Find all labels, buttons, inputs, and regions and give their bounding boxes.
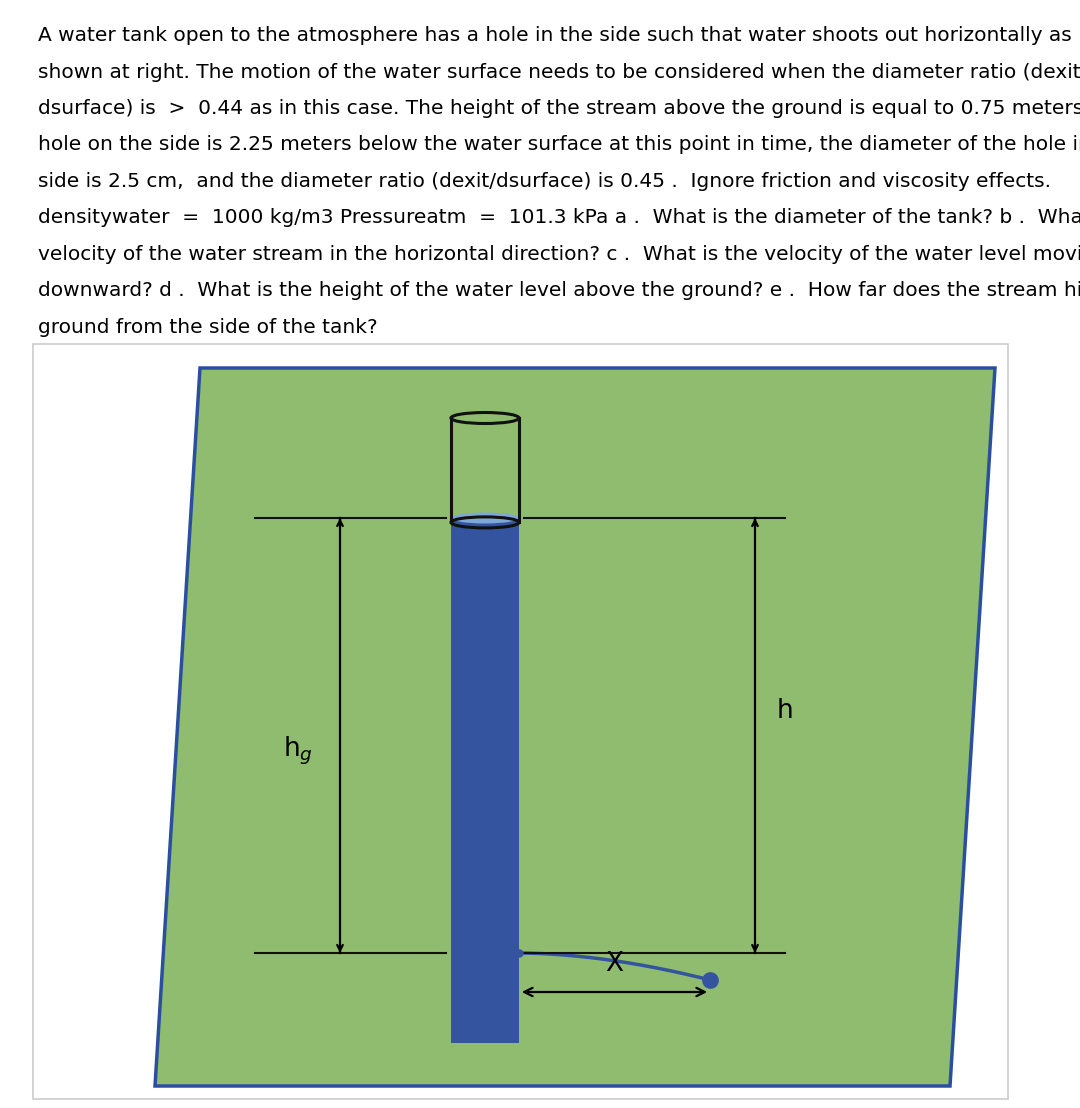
Bar [451, 519, 519, 1043]
Text: hole on the side is 2.25 meters below the water surface at this point in time, t: hole on the side is 2.25 meters below th… [38, 135, 1080, 154]
Text: downward? d .  What is the height of the water level above the ground? e .  How : downward? d . What is the height of the … [38, 281, 1080, 300]
Polygon shape [156, 368, 995, 1086]
Text: ground from the side of the tank?: ground from the side of the tank? [38, 318, 378, 337]
Text: h$_g$: h$_g$ [283, 735, 313, 767]
Text: shown at right. The motion of the water surface needs to be considered when the : shown at right. The motion of the water … [38, 62, 1080, 82]
Text: X: X [606, 951, 623, 977]
Ellipse shape [451, 513, 519, 523]
Text: densitywater  =  1000 kg/m3 Pressureatm  =  101.3 kPa a .  What is the diameter : densitywater = 1000 kg/m3 Pressureatm = … [38, 208, 1080, 227]
Text: h: h [777, 698, 794, 724]
Text: velocity of the water stream in the horizontal direction? c .  What is the veloc: velocity of the water stream in the hori… [38, 245, 1080, 264]
Text: dsurface) is  >  0.44 as in this case. The height of the stream above the ground: dsurface) is > 0.44 as in this case. The… [38, 99, 1080, 117]
Text: side is 2.5 cm,  and the diameter ratio (dexit/dsurface) is 0.45 .  Ignore frict: side is 2.5 cm, and the diameter ratio (… [38, 172, 1051, 191]
Text: A water tank open to the atmosphere has a hole in the side such that water shoot: A water tank open to the atmosphere has … [38, 25, 1071, 45]
Bar [33, 343, 1008, 1099]
